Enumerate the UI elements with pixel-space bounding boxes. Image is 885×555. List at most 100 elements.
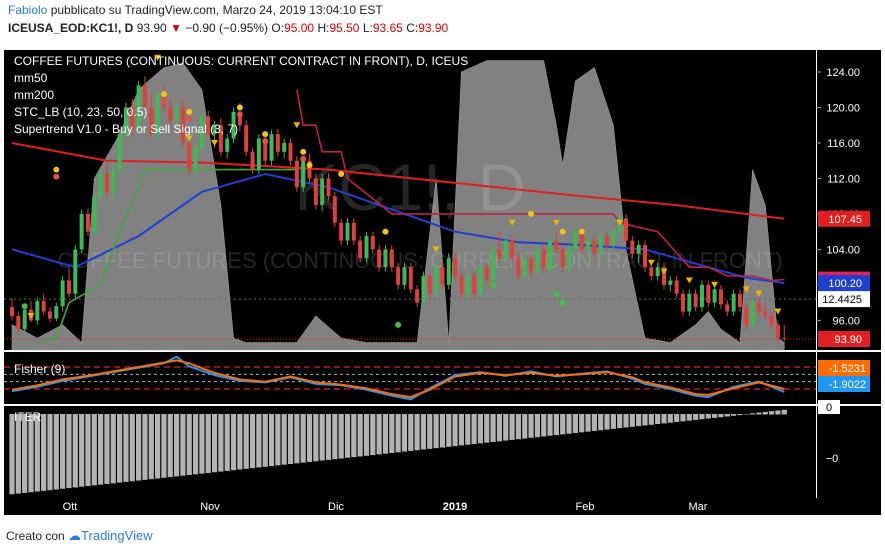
candle-body (111, 169, 116, 192)
legend-mm50[interactable]: mm50 (14, 71, 48, 85)
legend: COFFEE FUTURES (CONTINUOUS: CURRENT CONT… (14, 54, 468, 424)
hist-bar (395, 414, 401, 453)
published-text: pubblicato su TradingView.com, Marzo 24,… (50, 3, 383, 17)
hist-bar (724, 414, 730, 417)
time-label: Nov (200, 501, 220, 513)
fisher-indicator: -1.5231 -1.9022 (4, 355, 870, 401)
author-name[interactable]: Fabiolo (8, 3, 48, 17)
candle-body (288, 142, 293, 161)
candle-body (421, 276, 426, 303)
candle-body (567, 249, 572, 268)
hist-bar (667, 414, 673, 423)
candle-body (269, 134, 274, 161)
hist-bar (775, 410, 781, 415)
signal-dot (160, 91, 167, 98)
hist-bar (15, 414, 21, 494)
hist-bar (123, 414, 129, 482)
sell-triangle (552, 219, 560, 226)
candle-body (79, 213, 84, 250)
hist-bar (718, 414, 724, 418)
candle-body (225, 138, 230, 152)
candle-body (35, 300, 40, 321)
open-value: 95.00 (284, 21, 315, 35)
hist-bar (129, 414, 135, 482)
legend-supertrend[interactable]: Supertrend V1.0 - Buy or Sell Signal (3,… (14, 122, 238, 136)
hist-bar (585, 414, 591, 432)
hist-bar (28, 414, 34, 493)
hist-bar (553, 414, 559, 436)
sell-triangle (154, 54, 162, 61)
hist-bar (655, 414, 661, 425)
hist-bar (439, 414, 446, 448)
close-value: 93.90 (418, 21, 449, 35)
hist-bar (750, 413, 756, 415)
hist-bar (117, 414, 123, 483)
legend-title[interactable]: COFFEE FUTURES (CONTINUOUS: CURRENT CONT… (14, 54, 468, 68)
candle-body (104, 174, 109, 192)
price-tag-bg (818, 210, 870, 227)
hist-bar (414, 414, 420, 451)
candle-body (41, 300, 46, 312)
candle-body (396, 267, 401, 285)
candle-body (199, 116, 204, 148)
tradingview-brand[interactable]: TradingView (81, 528, 153, 543)
hist-bar (389, 414, 395, 453)
buy-dot (553, 290, 560, 297)
candle-body (345, 222, 350, 241)
hist-bar (484, 414, 490, 443)
hist-tick-label: 0 (826, 402, 832, 414)
legend-stc[interactable]: STC_LB (10, 23, 50, 0.5) (14, 105, 147, 119)
hist-bar (579, 414, 585, 433)
hist-bar (376, 414, 382, 455)
hist-bar (161, 414, 167, 478)
chart-area[interactable]: KC1!, D COFFEE FUTURES (CONTINUOUS: CURR… (0, 40, 885, 515)
candle-body (320, 178, 325, 206)
hist-bar (53, 414, 59, 490)
time-scale[interactable] (4, 498, 881, 515)
tick-label: 116.00 (827, 138, 860, 150)
candle-body (725, 304, 730, 312)
supertrend-lines (37, 89, 785, 344)
hist-bar (357, 414, 363, 457)
candle-body (712, 289, 717, 303)
legend-iter[interactable]: ITER (14, 410, 42, 424)
candle-body (649, 267, 654, 277)
candle-body (98, 174, 103, 197)
hist-bar (275, 414, 281, 466)
candle-body (47, 311, 52, 319)
candle-body (60, 280, 65, 307)
tradingview-logo-icon[interactable]: ☁ (68, 528, 82, 543)
candle-body (136, 85, 141, 130)
hist-bar (617, 414, 623, 429)
candle-body (434, 267, 439, 294)
supertrend-down (296, 89, 785, 282)
candle-body (769, 315, 774, 325)
time-label: 2019 (443, 501, 467, 513)
candle-body (16, 315, 21, 330)
stc-fill (11, 60, 785, 351)
hist-bar (60, 414, 66, 489)
hist-bar (41, 414, 47, 491)
iter-scale[interactable] (817, 406, 881, 498)
footer: Creato con ☁TradingView (6, 528, 153, 544)
candle-body (459, 276, 464, 294)
candle-body (231, 111, 236, 139)
candle-body (465, 276, 470, 294)
hist-bar (699, 414, 705, 420)
legend-mm200[interactable]: mm200 (14, 88, 54, 102)
candle-body (598, 236, 603, 254)
candle-body (763, 311, 768, 316)
hist-bar (370, 414, 376, 456)
candle-body (668, 280, 673, 285)
time-label: Mar (689, 501, 708, 513)
candle-body (123, 107, 128, 135)
hist-bar (756, 412, 762, 415)
candle-body (174, 107, 179, 121)
hist-bar (262, 414, 268, 467)
hist-bar (351, 414, 357, 458)
candle-body (294, 160, 299, 188)
legend-fisher[interactable]: Fisher (9) (14, 362, 65, 376)
signal-dot (236, 104, 243, 111)
price-tag-text: 93.90 (834, 334, 862, 346)
